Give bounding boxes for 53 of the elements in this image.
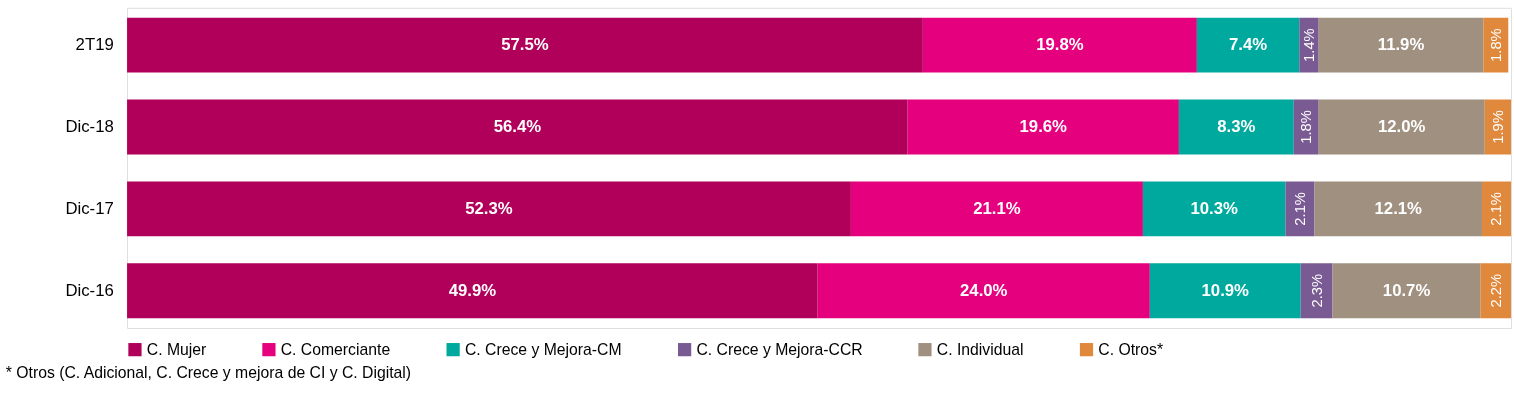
data-label: 21.1% [973, 198, 1021, 218]
legend-label: C. Comerciante [280, 340, 391, 358]
bar [127, 181, 851, 237]
data-label: 19.6% [1019, 116, 1068, 136]
data-label: 19.8% [1036, 35, 1084, 55]
data-label: 24.0% [960, 280, 1008, 300]
bar [127, 17, 923, 73]
data-label: 8.3% [1217, 116, 1256, 136]
legend-label: C. Crece y Mejora-CM [464, 340, 622, 358]
data-label: 56.4% [493, 116, 542, 136]
bar [850, 181, 1143, 237]
data-label: 1.8% [1298, 110, 1315, 144]
data-label: 2.1% [1291, 192, 1308, 226]
bar [1178, 99, 1294, 155]
data-label: 1.9% [1489, 110, 1506, 144]
bar [1285, 181, 1315, 237]
text: * Otros (C. Adicional, C. Crece y mejora de CI y C. Digital) [5, 364, 412, 382]
data-label: 2.3% [1308, 273, 1325, 308]
bar [922, 17, 1197, 73]
y-tick-label: Dic-18 [65, 116, 114, 136]
bar [1300, 263, 1333, 319]
bar [1196, 17, 1300, 73]
y-tick-label: 2T19 [75, 35, 114, 55]
bar [1318, 99, 1485, 155]
legend-label: C. Otros* [1098, 340, 1164, 358]
bar [127, 263, 818, 319]
data-label: 10.7% [1382, 280, 1431, 300]
bar [1318, 17, 1484, 73]
data-label: 1.4% [1300, 28, 1317, 62]
data-label: 2.2% [1487, 273, 1504, 308]
data-label: 7.4% [1229, 35, 1268, 55]
data-label: 10.3% [1190, 198, 1239, 218]
bar [1149, 263, 1301, 319]
data-label: 1.8% [1487, 28, 1504, 62]
data-label: 11.9% [1377, 35, 1425, 55]
bar [1314, 181, 1482, 237]
legend-label: C. Crece y Mejora-CCR [696, 340, 863, 358]
legend-label: C. Individual [936, 340, 1024, 358]
bar [1332, 263, 1481, 319]
bar [817, 263, 1150, 319]
y-tick-label: Dic-16 [65, 280, 114, 300]
y-tick-label: Dic-17 [65, 198, 114, 218]
bar [1142, 181, 1286, 237]
data-label: 52.3% [465, 198, 513, 218]
data-label: 10.9% [1201, 280, 1250, 300]
bar [907, 99, 1179, 155]
data-label: 12.0% [1377, 116, 1426, 136]
bar [127, 99, 908, 155]
data-label: 57.5% [501, 35, 549, 55]
data-label: 49.9% [448, 280, 497, 300]
legend-label: C. Mujer [146, 340, 207, 358]
data-label: 2.1% [1488, 192, 1505, 226]
data-label: 12.1% [1374, 198, 1423, 218]
